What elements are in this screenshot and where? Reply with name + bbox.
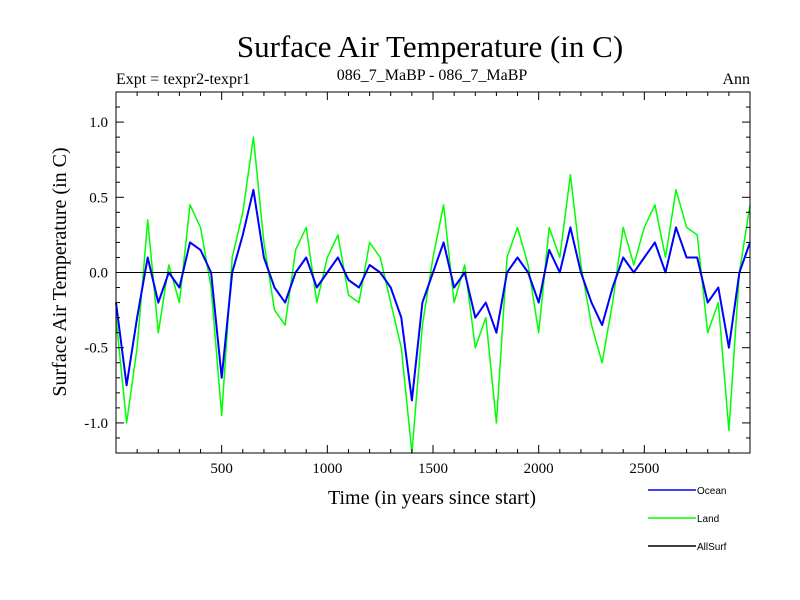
x-tick-label: 2000 [524, 461, 554, 477]
x-axis: 500 1000 1500 2000 2500 [136, 92, 730, 477]
legend: Ocean Land AllSurf [648, 486, 727, 553]
subtitle-right: Ann [722, 71, 750, 88]
y-tick-label: 0.5 [89, 190, 108, 206]
legend-label-allsurf: AllSurf [697, 542, 727, 553]
legend-label-ocean: Ocean [697, 486, 726, 497]
chart-title: Surface Air Temperature (in C) [237, 29, 623, 64]
y-tick-label: 1.0 [89, 115, 108, 131]
x-tick-label: 1500 [418, 461, 448, 477]
y-axis: 1.0 0.5 0.0 -0.5 -1.0 [84, 106, 750, 439]
legend-label-land: Land [697, 514, 719, 525]
series-line-land [115, 136, 751, 454]
series-layer [115, 136, 751, 454]
x-tick-label: 1000 [312, 461, 342, 477]
y-axis-label: Surface Air Temperature (in C) [49, 147, 71, 396]
x-axis-label: Time (in years since start) [328, 487, 536, 509]
y-tick-label: -1.0 [84, 416, 108, 432]
y-tick-label: -0.5 [84, 341, 108, 357]
subtitle-center: 086_7_MaBP - 086_7_MaBP [337, 67, 528, 84]
y-tick-label: 0.0 [89, 266, 108, 282]
subtitle-left: Expt = texpr2-texpr1 [116, 71, 250, 88]
x-tick-label: 2500 [629, 461, 659, 477]
x-tick-label: 500 [210, 461, 233, 477]
